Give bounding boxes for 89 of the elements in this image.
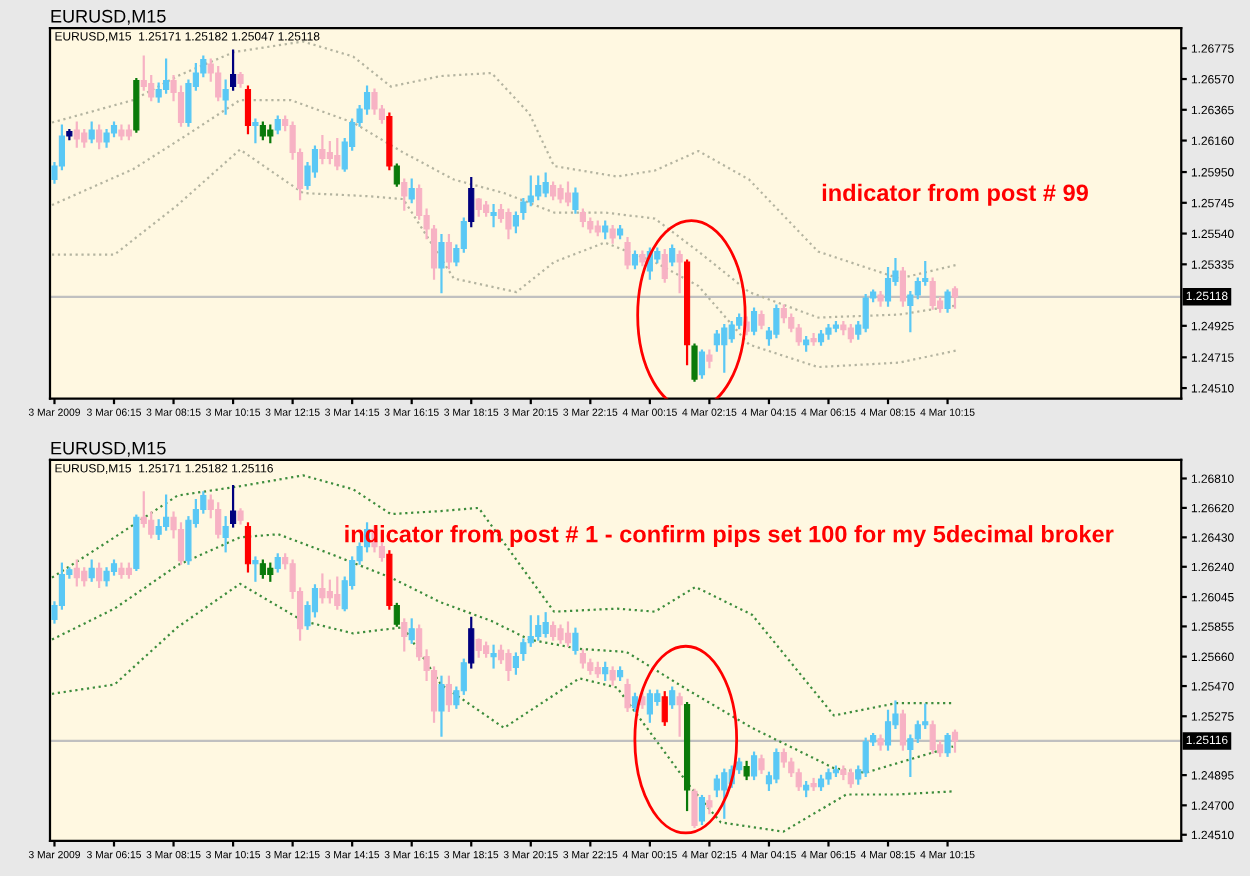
candlestick: [505, 208, 512, 240]
candlestick: [698, 794, 706, 826]
candlestick: [862, 737, 869, 778]
candlestick: [244, 522, 252, 573]
candlestick: [929, 277, 936, 310]
chart-title: EURUSD,M15: [51, 441, 166, 457]
candlestick: [438, 675, 445, 737]
candlestick: [661, 248, 668, 283]
candlestick: [795, 768, 802, 791]
candlestick: [252, 556, 259, 582]
candlestick: [319, 573, 326, 604]
annotation: indicator from post # 99: [822, 183, 1088, 206]
candlestick: [527, 615, 534, 647]
candlestick: [215, 65, 222, 102]
candlestick: [944, 732, 951, 757]
candlestick: [334, 576, 341, 610]
candlestick: [222, 516, 229, 553]
candlestick: [535, 175, 542, 201]
candlestick: [884, 266, 892, 307]
candlestick: [222, 79, 229, 115]
candlestick: [229, 49, 237, 91]
candlestick: [326, 140, 333, 165]
candlestick: [408, 618, 415, 644]
candlestick: [88, 121, 95, 144]
candlestick: [698, 349, 706, 379]
candlestick: [468, 616, 475, 669]
candlestick: [899, 266, 906, 307]
candlestick: [691, 788, 698, 829]
candlestick: [773, 304, 780, 339]
candlestick: [229, 485, 237, 528]
candlestick: [319, 134, 326, 165]
candlestick: [73, 559, 80, 587]
candlestick: [326, 579, 333, 604]
candlestick: [750, 751, 758, 781]
candlestick: [445, 675, 452, 712]
candlestick: [899, 709, 906, 751]
candlestick: [438, 233, 445, 294]
candlestick: [244, 85, 252, 135]
candlestick: [393, 602, 400, 627]
candlestick: [713, 329, 720, 352]
candlestick: [944, 289, 951, 313]
candlestick: [773, 748, 780, 784]
candlestick: [490, 644, 497, 669]
candlestick: [862, 293, 869, 333]
candlestick: [572, 187, 579, 214]
candlestick: [661, 691, 668, 726]
candlestick: [468, 176, 475, 228]
candlestick: [542, 172, 549, 198]
chart-title: EURUSD,M15: [51, 9, 166, 25]
candlestick: [810, 777, 817, 791]
candlestick: [401, 618, 408, 652]
candlestick: [691, 343, 698, 382]
candlestick: [721, 768, 728, 819]
candlestick: [929, 720, 936, 754]
candlestick: [951, 729, 959, 753]
candlestick: [96, 562, 103, 589]
candlestick: [535, 615, 542, 641]
candlestick: [88, 559, 95, 582]
candlestick: [73, 121, 80, 148]
candlestick: [728, 320, 735, 343]
candlestick: [252, 118, 259, 144]
candlestick: [564, 621, 572, 647]
candlestick: [490, 203, 497, 228]
candlestick: [646, 689, 653, 723]
candlestick: [505, 649, 512, 681]
candlestick: [676, 692, 683, 737]
candlestick: [542, 612, 549, 638]
candlestick: [721, 323, 728, 373]
candlestick: [713, 774, 720, 798]
line-series: [50, 582, 955, 833]
candlestick: [572, 627, 579, 655]
candlestick: [624, 236, 631, 270]
candlestick: [96, 124, 103, 150]
candlestick: [795, 323, 802, 346]
candlestick: [393, 163, 400, 187]
candlestick: [669, 686, 676, 709]
candlestick: [951, 286, 959, 309]
candlestick: [624, 678, 631, 712]
candlestick: [676, 250, 683, 294]
candlestick: [445, 233, 452, 270]
candlestick: [408, 178, 415, 204]
candlestick: [215, 502, 222, 539]
candlestick: [669, 244, 676, 267]
candlestick: [334, 137, 341, 171]
candlestick: [564, 181, 572, 207]
candlestick: [810, 332, 817, 346]
candlestick: [527, 175, 534, 207]
candlestick: [401, 178, 408, 211]
candlestick: [750, 307, 758, 336]
